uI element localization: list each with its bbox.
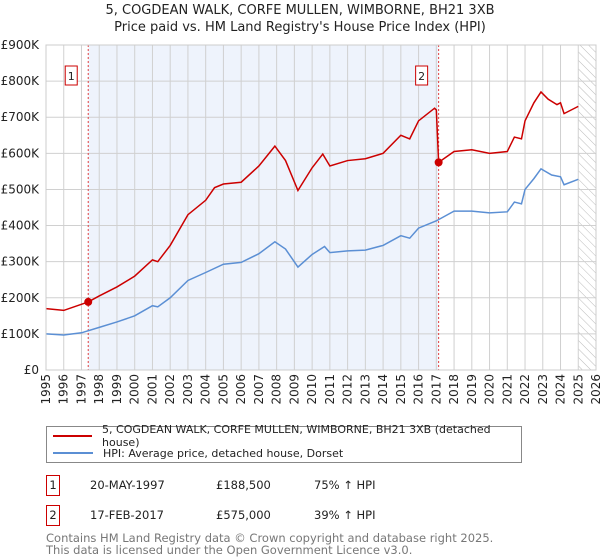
y-tick-label: £200K: [1, 291, 41, 305]
y-tick-label: £300K: [1, 255, 41, 269]
x-tick-label: 2023: [536, 374, 550, 405]
y-tick-label: £900K: [1, 38, 41, 52]
x-tick-label: 2019: [465, 374, 479, 405]
x-tick-label: 2020: [483, 374, 497, 405]
x-tick-label: 2017: [429, 374, 443, 405]
sale-marker-badge: 2: [46, 505, 60, 526]
series-line: [45, 167, 579, 336]
x-tick-label: 2005: [216, 374, 230, 405]
sale-marker-label: 1: [68, 70, 75, 83]
chart-subtitle: Price paid vs. HM Land Registry's House …: [114, 20, 486, 35]
sale-marker-badge: 1: [46, 475, 60, 496]
x-tick-label: 1998: [92, 374, 106, 405]
legend-item-hpi: HPI: Average price, detached house, Dors…: [53, 445, 343, 461]
y-tick-label: £700K: [1, 110, 41, 124]
x-tick-label: 1996: [57, 374, 71, 405]
y-tick-label: £0: [24, 363, 39, 377]
sale-marker-box: [64, 65, 78, 86]
legend-swatch-blue: [53, 452, 93, 454]
x-tick-label: 2014: [376, 374, 390, 405]
x-tick-label: 1995: [39, 374, 53, 405]
x-tick-label: 2024: [554, 374, 568, 405]
x-tick-label: 2011: [323, 374, 337, 405]
x-tick-label: 2012: [341, 374, 355, 405]
sale-price: £188,500: [216, 478, 271, 492]
x-tick-label: 2013: [358, 374, 372, 405]
x-tick-label: 2004: [199, 374, 213, 405]
x-tick-label: 2018: [447, 374, 461, 405]
y-tick-label: £600K: [1, 146, 41, 160]
x-tick-label: 2007: [252, 374, 266, 405]
x-tick-label: 2021: [500, 374, 514, 405]
future-hatch: [578, 45, 596, 370]
plot-border: [45, 44, 597, 371]
sale-date: 20-MAY-1997: [90, 478, 165, 492]
x-tick-label: 2022: [518, 374, 532, 405]
legend-item-property: 5, COGDEAN WALK, CORFE MULLEN, WIMBORNE,…: [53, 423, 521, 449]
sale-price: £575,000: [216, 508, 271, 522]
x-tick-label: 2026: [589, 374, 600, 405]
y-tick-label: £800K: [1, 74, 41, 88]
sale-date: 17-FEB-2017: [90, 508, 164, 522]
footer-licence: This data is licensed under the Open Gov…: [46, 543, 413, 557]
sale-hpi-diff: 75% ↑ HPI: [314, 478, 376, 492]
x-tick-label: 2010: [305, 374, 319, 405]
x-tick-label: 1997: [74, 374, 88, 405]
x-tick-label: 2016: [412, 374, 426, 405]
ownership-shade: [88, 45, 439, 370]
x-tick-label: 2001: [145, 374, 159, 405]
x-tick-label: 2008: [270, 374, 284, 405]
legend: 5, COGDEAN WALK, CORFE MULLEN, WIMBORNE,…: [46, 423, 522, 463]
sale-marker-label: 2: [418, 70, 425, 83]
y-tick-label: £500K: [1, 182, 41, 196]
chart-plot: 1995 1996 1997 1998 1999 2000 2001 2002 2003 2004…: [1, 38, 600, 405]
legend-label: 5, COGDEAN WALK, CORFE MULLEN, WIMBORNE,…: [102, 423, 491, 449]
x-tick-label: 2002: [163, 374, 177, 405]
x-tick-label: 1999: [110, 374, 124, 405]
sale-marker-box: [415, 65, 429, 86]
x-tick-label: 2009: [287, 374, 301, 405]
x-tick-label: 2006: [234, 374, 248, 405]
x-tick-label: 2003: [181, 374, 195, 405]
chart-title: 5, COGDEAN WALK, CORFE MULLEN, WIMBORNE,…: [105, 3, 495, 18]
y-tick-label: £100K: [1, 327, 41, 341]
series-line: [45, 90, 579, 312]
y-tick-label: £400K: [1, 219, 41, 233]
footer-copyright: Contains HM Land Registry data © Crown c…: [46, 531, 494, 545]
x-tick-label: 2000: [128, 374, 142, 405]
sale-point: [434, 158, 443, 167]
sale-point: [84, 297, 93, 306]
x-tick-label: 2015: [394, 374, 408, 405]
sale-hpi-diff: 39% ↑ HPI: [314, 508, 376, 522]
legend-swatch-red: [53, 435, 93, 437]
legend-label: HPI: Average price, detached house, Dors…: [103, 446, 344, 460]
x-tick-label: 2025: [571, 374, 585, 405]
